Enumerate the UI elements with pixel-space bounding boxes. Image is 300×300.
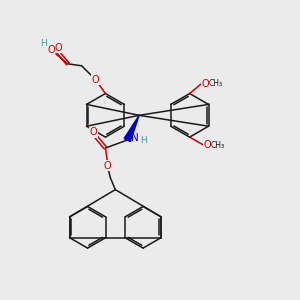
- Text: H: H: [40, 40, 47, 49]
- Text: CH₃: CH₃: [208, 79, 223, 88]
- Text: H: H: [140, 136, 146, 145]
- Text: O: O: [47, 45, 55, 55]
- Text: N: N: [131, 133, 139, 143]
- Text: O: O: [202, 79, 209, 88]
- Text: CH₃: CH₃: [210, 140, 224, 149]
- Text: O: O: [204, 140, 211, 150]
- Polygon shape: [124, 115, 139, 142]
- Text: O: O: [103, 161, 111, 171]
- Text: O: O: [54, 43, 62, 53]
- Text: O: O: [90, 127, 97, 137]
- Text: O: O: [92, 75, 99, 85]
